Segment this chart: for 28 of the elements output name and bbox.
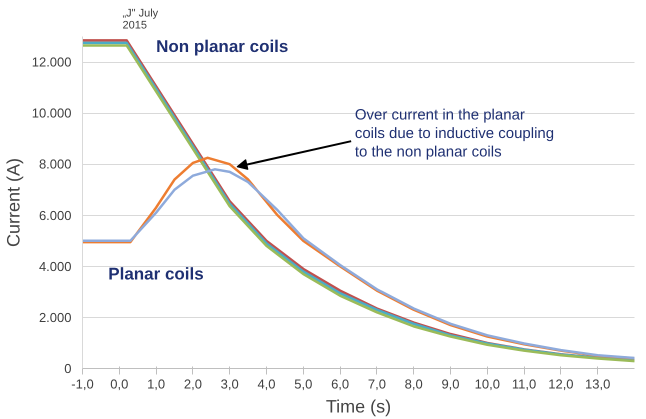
x-tick-label: 3,0 xyxy=(220,376,239,392)
y-tick-label: 4.000 xyxy=(38,258,72,274)
x-tick-label: 7,0 xyxy=(368,376,386,392)
x-tick-label: 12,0 xyxy=(548,376,574,392)
y-tick-label: 6.000 xyxy=(38,208,72,223)
y-tick-label: 12.000 xyxy=(32,54,72,70)
y-tick-label: 0 xyxy=(64,361,72,376)
x-tick-label: 2,0 xyxy=(184,376,202,392)
x-tick-label: 5,0 xyxy=(294,376,312,392)
x-tick-label: 4,0 xyxy=(257,376,276,392)
x-tick-label: 1,0 xyxy=(147,376,166,392)
annotation: Planar coils xyxy=(108,264,204,284)
x-tick-label: 8,0 xyxy=(404,376,423,392)
y-tick-label: 8.000 xyxy=(38,156,72,172)
annotation: Over current in the planar coils due to inductive coupling to the non planar coils xyxy=(354,106,554,161)
x-tick-label: 0,0 xyxy=(110,376,128,392)
y-tick-label: 2.000 xyxy=(38,310,72,325)
x-tick-label: -1,0 xyxy=(71,376,94,392)
y-tick-label: 10.000 xyxy=(32,106,72,121)
x-tick-label: 6,0 xyxy=(331,376,350,392)
x-tick-label: 13,0 xyxy=(585,376,610,392)
x-tick-label: 9,0 xyxy=(441,376,460,392)
x-tick-label: 11,0 xyxy=(512,376,536,392)
y-axis-title: Current (A) xyxy=(4,158,24,248)
x-tick-label: 10,0 xyxy=(474,376,500,392)
x-axis-title: Time (s) xyxy=(326,396,392,416)
annotation: Non planar coils xyxy=(156,37,288,56)
text: „J" July 2015 xyxy=(122,8,159,32)
